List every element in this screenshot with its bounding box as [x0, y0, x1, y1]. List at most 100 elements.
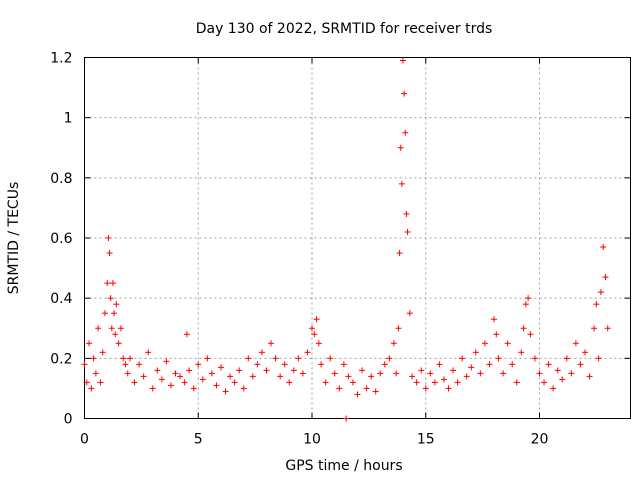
y-tick-label: 0.2: [50, 351, 72, 367]
data-point: [431, 379, 438, 386]
data-point: [418, 367, 425, 374]
x-tick-label: 10: [303, 432, 321, 448]
data-point: [354, 391, 361, 398]
data-point: [541, 379, 548, 386]
y-tick-label: 0.6: [50, 231, 72, 247]
data-point: [286, 379, 293, 386]
data-point: [422, 385, 429, 392]
data-point: [593, 301, 600, 308]
data-point: [377, 370, 384, 377]
data-point: [218, 364, 224, 371]
y-tick-label: 1.2: [50, 51, 72, 67]
data-point: [101, 310, 108, 317]
data-point: [127, 355, 133, 362]
data-point: [149, 385, 156, 392]
data-point: [140, 373, 147, 380]
data-point: [595, 355, 602, 362]
data-point: [213, 382, 220, 389]
data-point: [183, 331, 190, 338]
data-point: [468, 364, 475, 371]
data-point: [459, 355, 466, 362]
x-axis-label: GPS time / hours: [285, 458, 402, 474]
data-point: [236, 367, 243, 374]
data-point: [395, 325, 402, 332]
data-point: [190, 385, 197, 392]
data-point: [397, 144, 404, 151]
data-point: [404, 228, 411, 235]
data-point: [531, 355, 538, 362]
data-point: [436, 361, 443, 368]
data-point: [120, 355, 127, 362]
data-point: [99, 349, 106, 356]
data-point: [591, 325, 598, 332]
data-point: [450, 367, 457, 374]
data-point: [568, 370, 575, 377]
data-point: [295, 355, 302, 362]
data-point: [477, 370, 484, 377]
data-point: [359, 367, 366, 374]
data-point: [167, 382, 174, 389]
data-point: [181, 379, 188, 386]
data-point: [258, 349, 265, 356]
data-point: [545, 361, 552, 368]
data-point: [402, 129, 409, 136]
data-point: [536, 370, 543, 377]
data-point: [227, 373, 234, 380]
x-tick-label: 0: [80, 432, 89, 448]
data-point: [97, 379, 104, 386]
data-point: [363, 385, 370, 392]
data-point: [90, 355, 97, 362]
data-point: [500, 370, 507, 377]
data-point: [495, 355, 502, 362]
data-point: [349, 379, 356, 386]
data-point: [113, 301, 120, 308]
data-point: [586, 373, 593, 380]
data-point: [522, 301, 529, 308]
data-point: [597, 289, 604, 296]
data-point: [386, 355, 393, 362]
data-point: [163, 358, 170, 365]
data-point: [111, 310, 118, 317]
data-point: [81, 361, 88, 368]
data-point: [245, 355, 252, 362]
data-point: [463, 373, 470, 380]
data-point: [108, 325, 115, 332]
data-point: [318, 361, 325, 368]
y-tick-label: 0: [64, 412, 73, 428]
data-point: [381, 361, 388, 368]
data-point: [509, 361, 516, 368]
data-point: [520, 325, 527, 332]
data-point: [554, 367, 561, 374]
data-point: [83, 379, 90, 386]
data-point: [440, 376, 447, 383]
data-point: [290, 367, 297, 374]
data-point: [343, 415, 350, 422]
data-point: [481, 340, 488, 347]
data-point: [513, 379, 520, 386]
data-point: [403, 210, 410, 217]
data-point: [313, 316, 320, 323]
y-tick-label: 0.8: [50, 171, 72, 187]
data-point: [109, 280, 116, 287]
y-axis-label: SRMTID / TECUs: [6, 182, 22, 295]
data-point: [231, 379, 238, 386]
data-point: [186, 367, 193, 374]
data-point: [154, 367, 161, 374]
data-point: [92, 370, 99, 377]
data-point: [390, 340, 397, 347]
data-point: [124, 370, 131, 377]
data-point: [88, 385, 95, 392]
data-point: [393, 370, 400, 377]
data-point: [311, 331, 318, 338]
data-point: [304, 349, 311, 356]
data-point: [368, 373, 375, 380]
data-point: [504, 340, 511, 347]
data-point: [145, 349, 152, 356]
data-point: [254, 361, 261, 368]
data-point: [240, 385, 247, 392]
data-point: [572, 340, 579, 347]
data-point: [486, 361, 493, 368]
data-point: [400, 57, 406, 64]
data-point: [398, 180, 405, 187]
data-point: [582, 349, 588, 356]
